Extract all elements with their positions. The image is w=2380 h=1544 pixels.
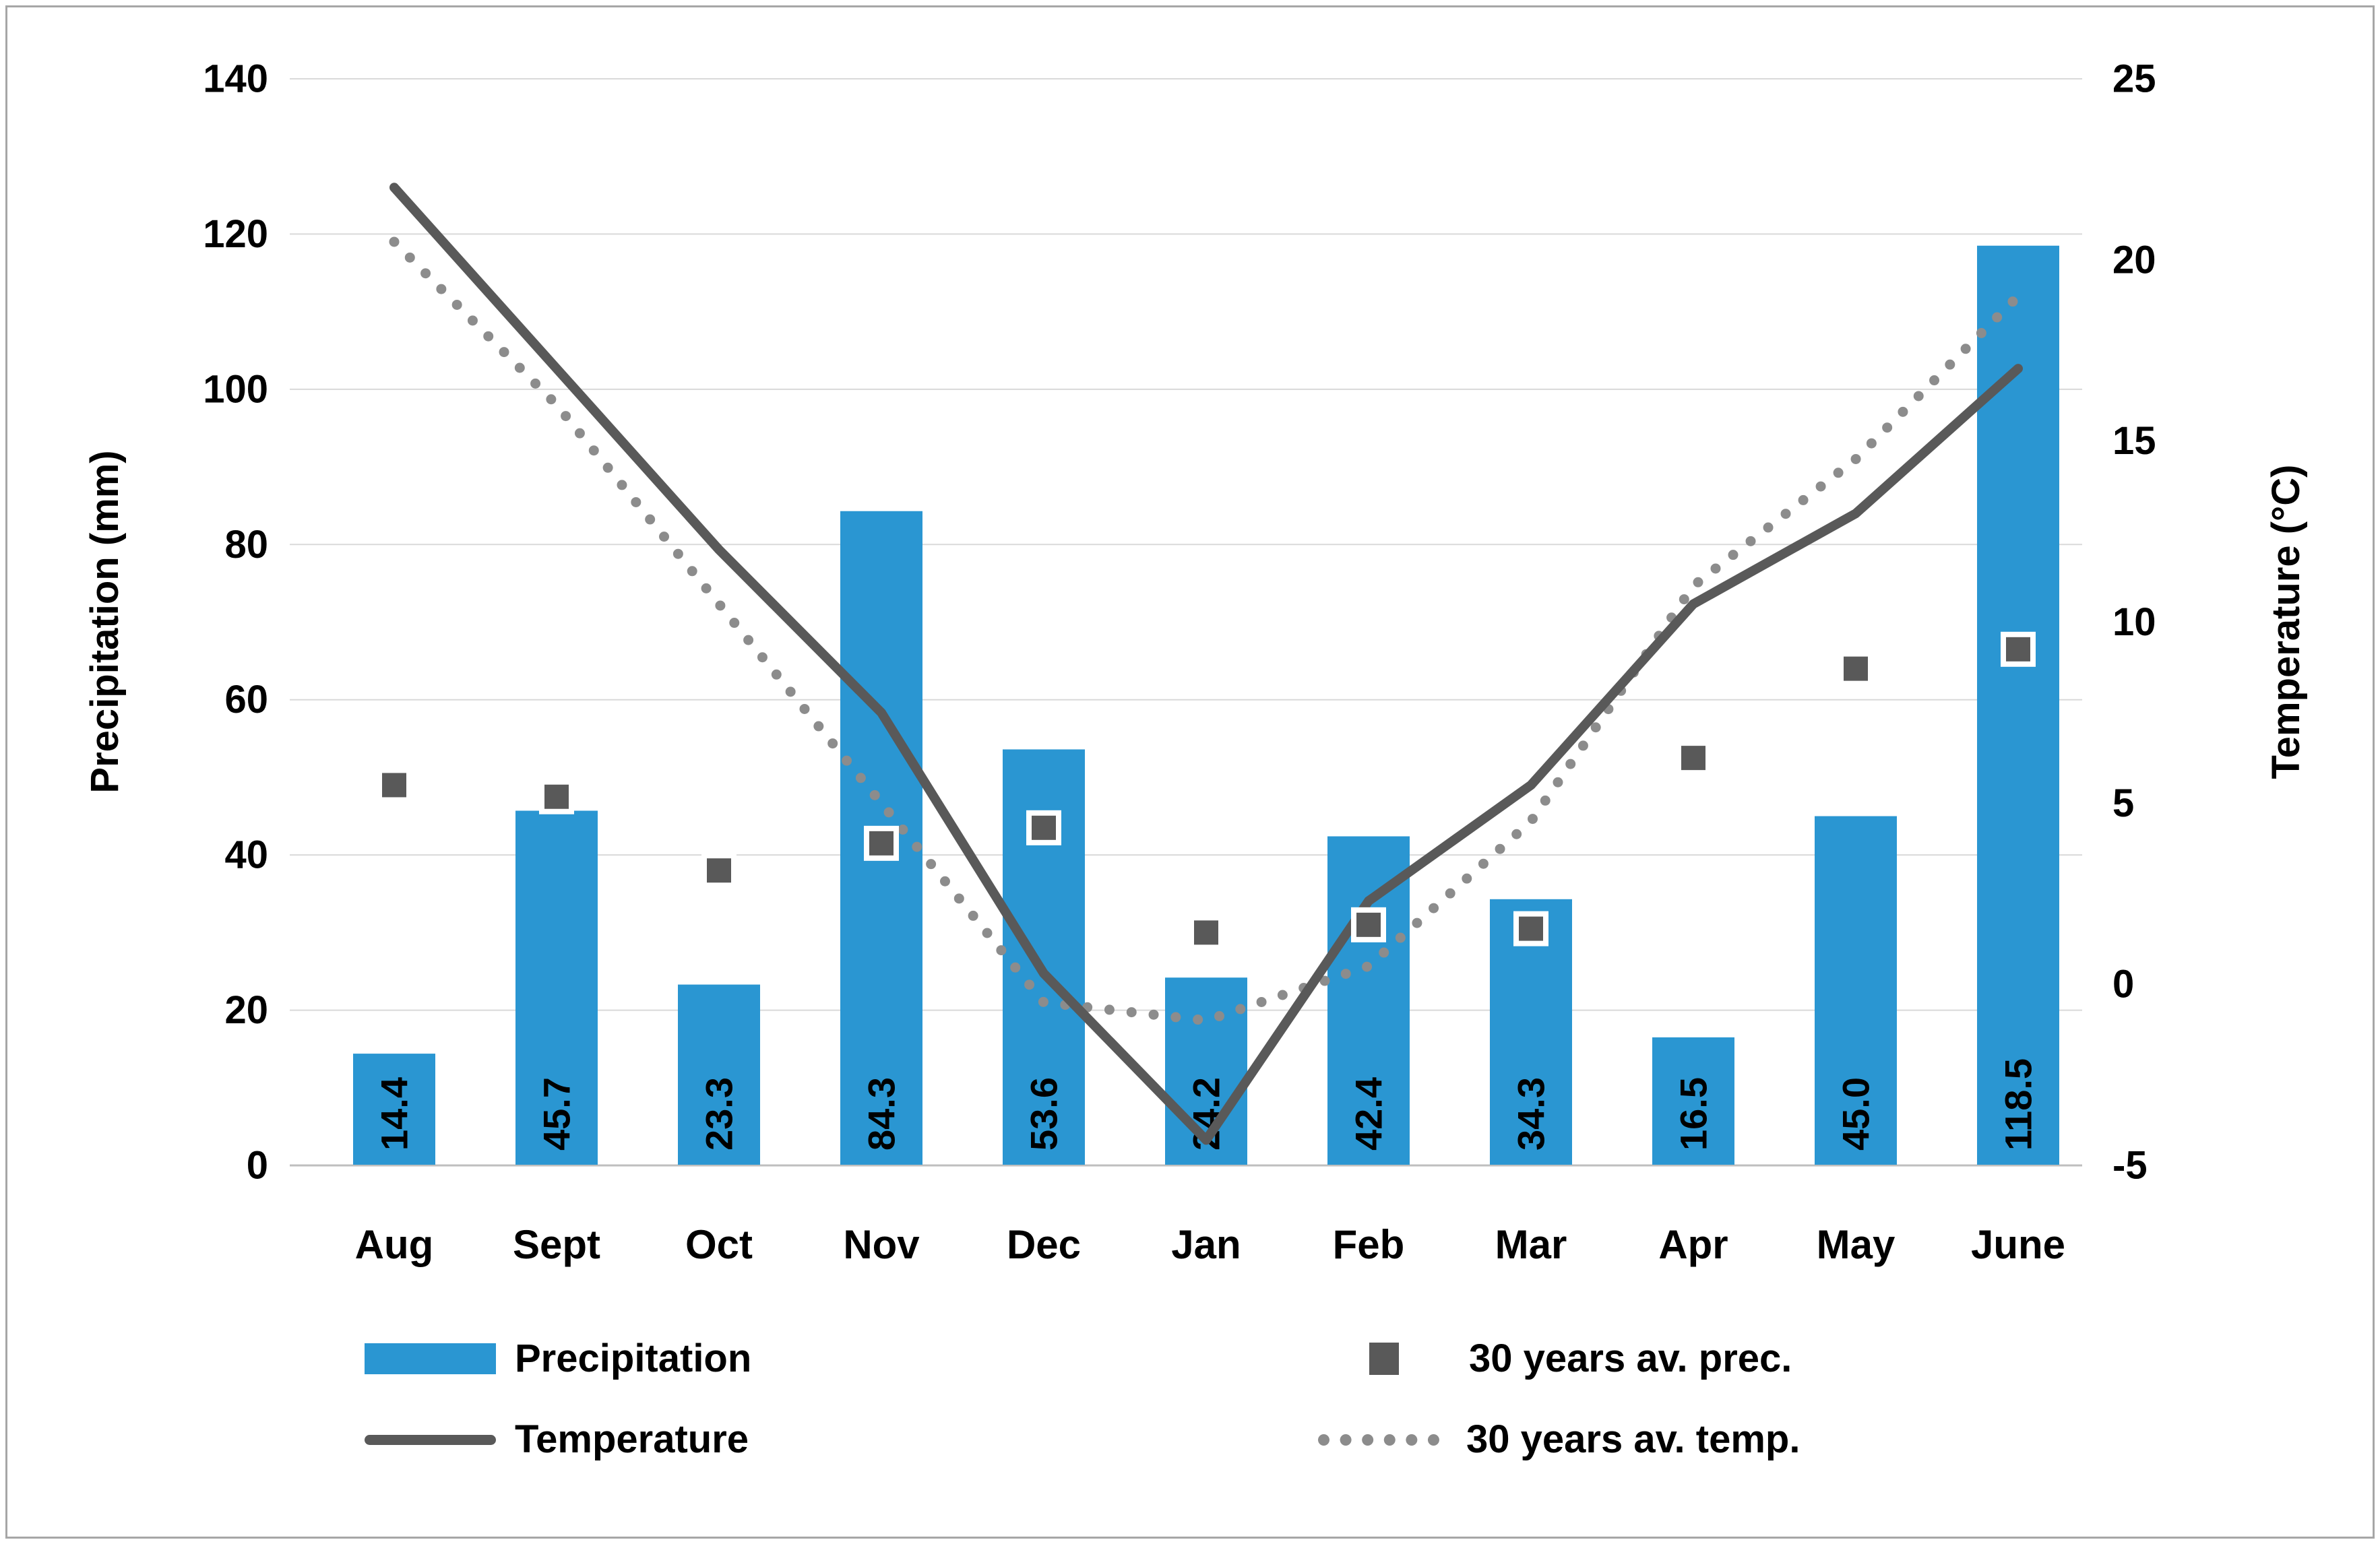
bar-label-feb: 42.4 [1348, 1077, 1390, 1151]
avg-prec-square-markers [377, 631, 2036, 951]
legend-label-precipitation: Precipitation [515, 1337, 752, 1380]
month-label-nov: Nov [843, 1222, 920, 1267]
temperature-line [389, 183, 2023, 1145]
precipitation-bars [353, 245, 2059, 1165]
legend-item-avg-prec: 30 years av. prec. [1321, 1339, 1792, 1378]
avg-temp-dotted-line [389, 236, 2024, 1026]
avg-temp-swatch [1318, 1434, 1439, 1446]
right-tick-25: 25 [2112, 57, 2156, 101]
bar-feb [1327, 836, 1410, 1165]
bar-sept [515, 810, 598, 1165]
month-label-jan: Jan [1171, 1222, 1241, 1267]
right-tick-10: 10 [2112, 600, 2156, 644]
right-axis-tick-labels: 25 20 15 10 5 0 -5 [2112, 57, 2156, 1188]
legend-item-temperature: Temperature [365, 1420, 749, 1459]
left-axis-title: Precipitation (mm) [83, 450, 127, 793]
avg-prec-marker-feb [1351, 907, 1386, 942]
x-axis-month-labels: Aug Sept Oct Nov Dec Jan Feb Mar Apr May June [355, 1222, 2065, 1267]
right-tick-20: 20 [2112, 238, 2156, 282]
month-label-sept: Sept [513, 1222, 600, 1267]
month-label-mar: Mar [1495, 1222, 1567, 1267]
bar-june [1977, 245, 2059, 1165]
avg-prec-marker-may [1838, 651, 1873, 686]
avg-prec-marker-nov [864, 825, 899, 861]
avg-prec-marker-dec [1026, 810, 1061, 845]
legend-item-avg-temp: 30 years av. temp. [1318, 1420, 1800, 1459]
right-tick-5: 5 [2112, 781, 2134, 825]
bar-label-mar: 34.3 [1510, 1077, 1553, 1151]
legend-item-precipitation: Precipitation [365, 1339, 751, 1378]
month-label-may: May [1817, 1222, 1896, 1267]
legend-label-temperature: Temperature [515, 1417, 749, 1461]
right-tick-15: 15 [2112, 419, 2156, 463]
bar-label-aug: 14.4 [373, 1077, 416, 1151]
avg-prec-marker-june [2001, 631, 2036, 667]
left-tick-0: 0 [247, 1144, 268, 1188]
avg-prec-marker-oct [701, 853, 737, 889]
precipitation-swatch [365, 1343, 496, 1374]
figure-border [5, 5, 2375, 1539]
bar-may [1815, 816, 1897, 1165]
bar-label-nov: 84.3 [860, 1077, 903, 1151]
avg-prec-marker-mar [1513, 911, 1548, 946]
bar-label-may: 45.0 [1835, 1077, 1877, 1151]
left-tick-20: 20 [224, 988, 268, 1032]
bar-label-sept: 45.7 [536, 1077, 578, 1151]
right-tick-0: 0 [2112, 963, 2134, 1006]
bar-label-dec: 53.6 [1023, 1077, 1065, 1151]
avg-prec-marker-apr [1676, 740, 1711, 776]
temperature-swatch [365, 1434, 496, 1445]
legend-label-avg-temp: 30 years av. temp. [1466, 1417, 1800, 1461]
avg-prec-marker-aug [377, 767, 412, 803]
month-label-oct: Oct [685, 1222, 753, 1267]
month-label-feb: Feb [1333, 1222, 1405, 1267]
bar-label-apr: 16.5 [1672, 1077, 1715, 1151]
month-label-apr: Apr [1658, 1222, 1728, 1267]
left-axis-tick-labels: 140 120 100 80 60 40 20 0 [203, 57, 268, 1188]
left-tick-100: 100 [203, 367, 268, 411]
bar-apr [1652, 1037, 1734, 1165]
month-label-dec: Dec [1007, 1222, 1081, 1267]
month-label-june: June [1971, 1222, 2065, 1267]
avg-prec-marker-jan [1189, 915, 1224, 951]
avg-prec-swatch [1369, 1343, 1399, 1375]
bar-label-oct: 23.3 [698, 1077, 741, 1151]
bar-oct [678, 984, 760, 1165]
left-tick-80: 80 [224, 523, 268, 567]
left-tick-140: 140 [203, 57, 268, 101]
month-label-aug: Aug [355, 1222, 434, 1267]
right-tick--5: -5 [2112, 1144, 2148, 1188]
left-tick-40: 40 [224, 833, 268, 877]
right-axis-title: Temperature (°C) [2264, 465, 2308, 779]
bar-label-june: 118.5 [1997, 1058, 2040, 1151]
left-tick-60: 60 [224, 678, 268, 721]
legend-label-avg-prec: 30 years av. prec. [1469, 1337, 1792, 1380]
bar-aug [353, 1054, 435, 1165]
left-tick-120: 120 [203, 212, 268, 256]
gridlines [290, 78, 2082, 1167]
avg-prec-marker-sept [539, 779, 574, 814]
